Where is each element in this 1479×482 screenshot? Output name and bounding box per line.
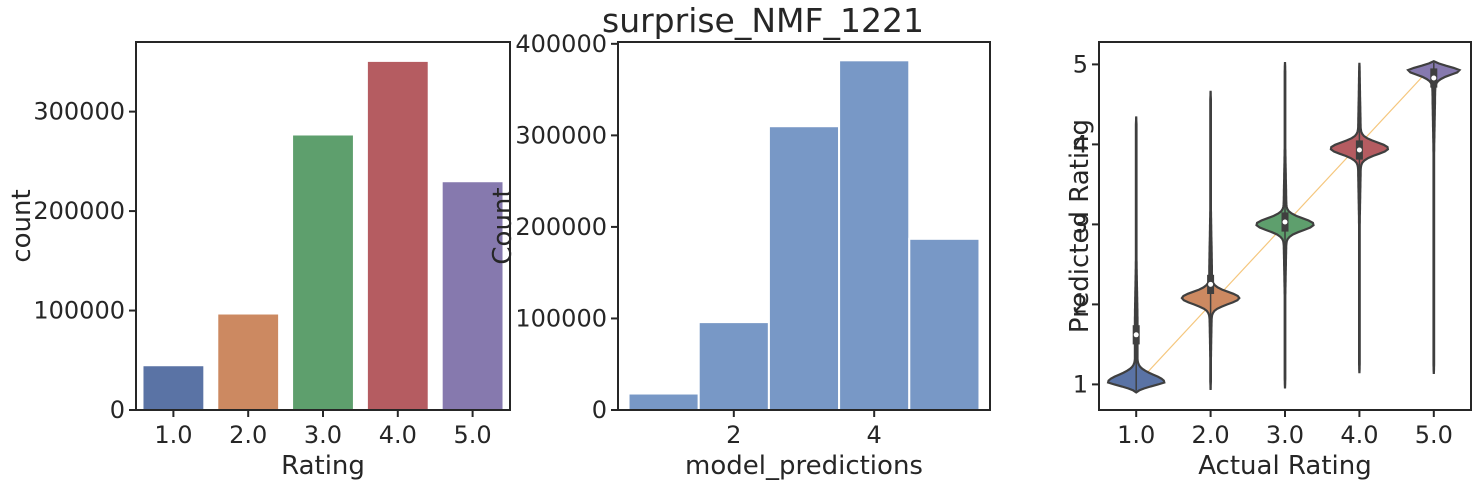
histogram-bar <box>838 59 911 411</box>
x-axis-label: Actual Rating <box>1198 451 1372 481</box>
actual-vs-predicted-violin-plot: 1.0 2.0 3.0 4.0 5.0 1 2 3 4 5 Predicted Rating Actu… <box>1065 41 1472 481</box>
y-tick-label: 0 <box>592 396 607 424</box>
x-axis-label: Rating <box>281 451 365 481</box>
y-tick-label: 1 <box>1073 370 1088 398</box>
histogram-bar <box>627 392 700 412</box>
axes-frame <box>135 41 511 411</box>
model-predictions-histogram: 2 4 0 100000 200000 300000 400000 Count model_pr… <box>488 30 991 481</box>
violin-median <box>1356 147 1362 153</box>
x-tick-label: 4 <box>867 421 882 449</box>
violin-median <box>1282 219 1288 225</box>
x-tick-label: 5.0 <box>1415 421 1453 449</box>
y-tick-label: 3 <box>1073 210 1088 238</box>
x-tick-label: 3.0 <box>1266 421 1304 449</box>
y-tick-label: 5 <box>1073 50 1088 78</box>
histogram-bar <box>908 237 981 411</box>
x-tick-label: 5.0 <box>454 421 492 449</box>
y-tick-label: 100000 <box>515 304 607 332</box>
bar <box>218 314 279 410</box>
y-tick-label: 400000 <box>515 30 607 58</box>
histogram-bar <box>697 321 770 412</box>
bar <box>143 366 204 410</box>
bar <box>442 182 503 410</box>
y-tick-label: 4 <box>1073 130 1088 158</box>
y-tick-label: 300000 <box>515 121 607 149</box>
histogram-bar <box>767 125 841 411</box>
y-tick-label: 2 <box>1073 290 1088 318</box>
y-tick-label: 200000 <box>33 197 125 225</box>
y-tick-label: 300000 <box>33 98 125 126</box>
y-tick-label: 100000 <box>33 297 125 325</box>
y-tick-label: 0 <box>110 396 125 424</box>
y-axis-label: count <box>7 189 37 262</box>
x-tick-label: 2 <box>726 421 741 449</box>
violin-median <box>1208 281 1214 287</box>
x-tick-label: 3.0 <box>304 421 342 449</box>
bar <box>367 61 428 410</box>
y-tick-label: 200000 <box>515 213 607 241</box>
x-tick-label: 4.0 <box>379 421 417 449</box>
violin-median <box>1133 332 1139 338</box>
x-tick-label: 2.0 <box>1192 421 1230 449</box>
bar <box>293 135 353 411</box>
x-axis-label: model_predictions <box>685 451 923 481</box>
y-axis-label: Count <box>488 187 518 264</box>
rating-count-bar-chart: 1.0 2.0 3.0 4.0 5.0 0 100000 200000 300000 count R… <box>7 41 511 481</box>
x-tick-label: 2.0 <box>229 421 267 449</box>
y-axis-label: Predicted Rating <box>1065 119 1095 333</box>
violin-median <box>1431 75 1437 81</box>
axes-frame <box>1098 41 1472 411</box>
x-tick-label: 1.0 <box>154 421 192 449</box>
x-tick-label: 4.0 <box>1340 421 1378 449</box>
figure-suptitle: surprise_NMF_1221 <box>602 1 924 40</box>
x-tick-label: 1.0 <box>1117 421 1155 449</box>
